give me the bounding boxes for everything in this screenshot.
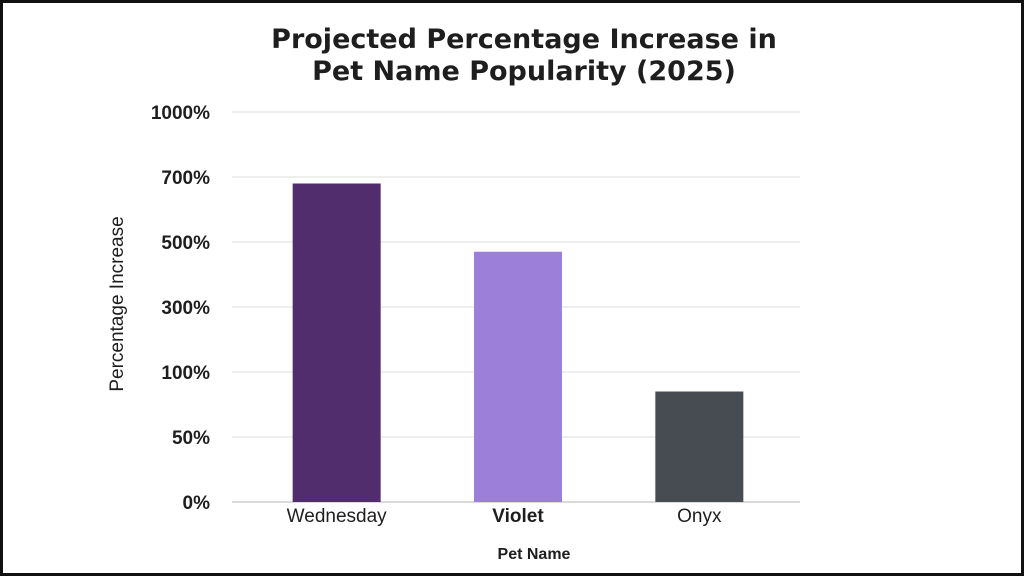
bar-onyx <box>655 391 744 502</box>
x-axis-ticks: Wednesday Violet Onyx <box>287 506 722 527</box>
y-axis-ticks: 0% 50% 100% 300% 500% 700% 1000% <box>151 103 210 514</box>
bars <box>292 183 744 502</box>
x-tick-label-violet: Violet <box>492 506 544 527</box>
x-tick-label-onyx: Onyx <box>677 506 722 527</box>
y-tick-label: 300% <box>161 298 210 319</box>
y-tick-label: 700% <box>161 168 210 189</box>
chart-title-line-1: Projected Percentage Increase in <box>271 24 777 55</box>
chart-title-line-2: Pet Name Popularity (2025) <box>312 56 736 87</box>
bar-violet <box>474 251 562 502</box>
y-tick-label: 100% <box>161 363 210 384</box>
chart-title: Projected Percentage Increase in Pet Nam… <box>271 24 777 87</box>
x-axis-label: Pet Name <box>498 546 571 563</box>
y-tick-label: 0% <box>183 493 211 514</box>
y-tick-label: 50% <box>172 428 210 449</box>
y-axis-label: Percentage Increase <box>107 216 128 391</box>
bar-wednesday <box>292 183 381 502</box>
y-tick-label: 500% <box>161 233 210 254</box>
y-tick-label: 1000% <box>151 103 210 124</box>
x-tick-label-wednesday: Wednesday <box>287 506 387 527</box>
